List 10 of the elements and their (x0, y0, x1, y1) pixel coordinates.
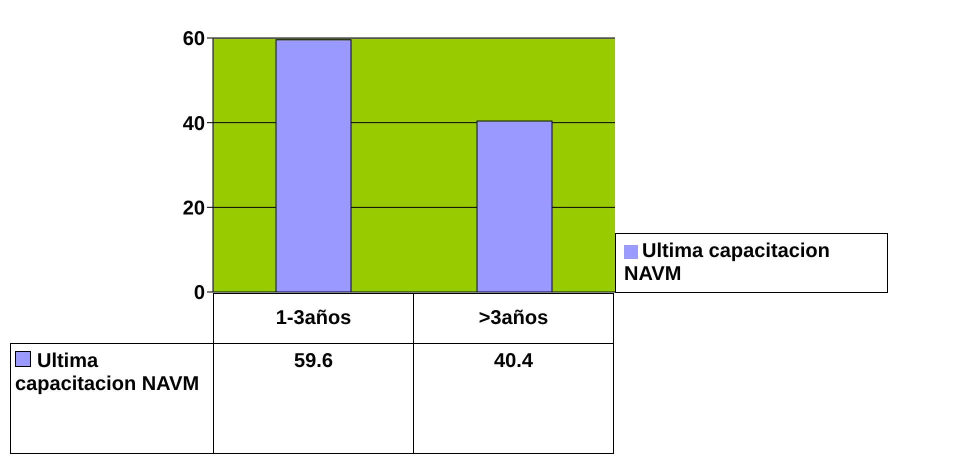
y-tick-label: 0 (194, 282, 205, 304)
x-tick-label: 1-3años (214, 294, 414, 344)
y-tick-label: 40 (182, 112, 205, 135)
legend-label: Ultima capacitacion NAVM (624, 240, 830, 285)
text: Ultima capacitacion NAVM (15, 350, 200, 395)
y-tick-label: 60 (182, 28, 205, 50)
data-label: 40.4 (414, 344, 614, 454)
y-tick-label: 20 (182, 197, 205, 220)
data-label: 59.6 (214, 344, 414, 454)
x-tick-label: >3años (414, 294, 614, 344)
